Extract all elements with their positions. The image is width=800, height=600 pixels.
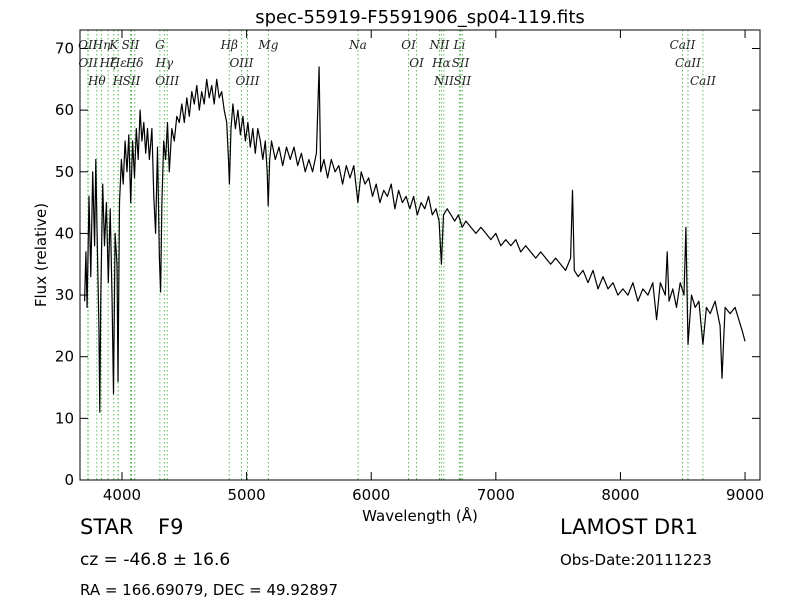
x-axis-label: Wavelength (Å) xyxy=(362,506,478,525)
redshift: cz = -46.8 ± 16.6 xyxy=(80,550,230,570)
obs-date: Obs-Date:20111223 xyxy=(560,551,712,569)
spectral-line-label: K xyxy=(108,38,119,52)
y-tick-label: 60 xyxy=(55,101,74,119)
spectral-line-label: Mg xyxy=(257,38,278,52)
spectral-line-label: CaII xyxy=(690,74,716,88)
coordinates: RA = 166.69079, DEC = 49.92897 xyxy=(80,581,338,599)
spectrum-line xyxy=(84,66,746,413)
spectral-line-label: Hη xyxy=(92,38,111,52)
plot-frame xyxy=(79,29,761,481)
spectral-line-label: NII xyxy=(429,38,450,52)
y-tick-label: 50 xyxy=(55,163,74,181)
y-tick-label: 10 xyxy=(55,409,74,427)
spectral-line-label: Na xyxy=(348,38,367,52)
x-tick-label: 4000 xyxy=(103,486,141,504)
spectral-line-label: SII xyxy=(453,74,471,88)
spectral-line-label: OII xyxy=(79,56,99,70)
y-tick-label: 20 xyxy=(55,348,74,366)
spectral-line-label: OIII xyxy=(155,74,179,88)
spectral-line-label: G xyxy=(155,38,165,52)
survey: LAMOST DR1 xyxy=(560,515,698,539)
y-tick-label: 0 xyxy=(64,471,74,489)
y-tick-label: 30 xyxy=(55,286,74,304)
y-tick-label: 40 xyxy=(55,224,74,242)
spectral-line-label: Hγ xyxy=(155,56,174,70)
spectral-line-label: OIII xyxy=(235,74,259,88)
y-tick-label: 70 xyxy=(55,39,74,57)
spectral-line-label: Hβ xyxy=(220,38,238,52)
x-tick-label: 6000 xyxy=(352,486,390,504)
x-tick-label: 9000 xyxy=(726,486,764,504)
spectral-line-label: SII xyxy=(123,74,141,88)
spectral-line-label: NII xyxy=(433,74,454,88)
spectral-line-label: CaII xyxy=(670,38,696,52)
chart-title: spec-55919-F5591906_sp04-119.fits xyxy=(255,7,585,28)
spectral-line-label: Hδ xyxy=(125,56,144,70)
spectral-line-label: CaII xyxy=(675,56,701,70)
subclass: F9 xyxy=(158,515,183,539)
x-tick-label: 8000 xyxy=(601,486,639,504)
spectral-line-label: SII xyxy=(122,38,140,52)
spectral-line-label: Hθ xyxy=(87,74,106,88)
y-axis-label: Flux (relative) xyxy=(32,203,50,307)
x-tick-label: 5000 xyxy=(228,486,266,504)
spectral-line-label: Hε xyxy=(109,56,127,70)
x-tick-label: 7000 xyxy=(477,486,515,504)
spectral-line-label: H xyxy=(112,74,124,88)
spectral-line-label: SII xyxy=(452,56,470,70)
spectral-line-label: OI xyxy=(401,38,416,52)
spectral-line-label: OIII xyxy=(229,56,253,70)
object-class: STAR xyxy=(80,515,133,539)
spectral-line-label: Li xyxy=(453,38,466,52)
spectral-line-label: Hα xyxy=(431,56,451,70)
spectral-line-label: OI xyxy=(409,56,424,70)
